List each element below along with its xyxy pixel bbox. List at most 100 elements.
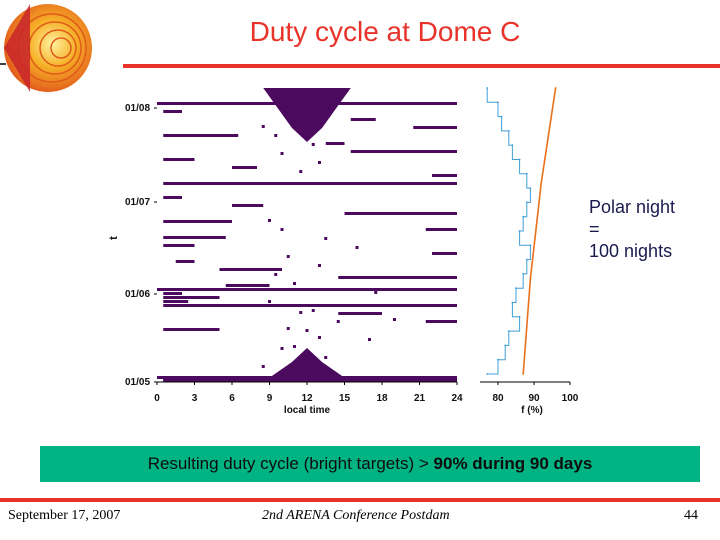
gap-point bbox=[280, 152, 284, 155]
series-point bbox=[518, 315, 521, 318]
gap-bar bbox=[163, 182, 457, 185]
gap-bar bbox=[163, 328, 220, 331]
gap-bar bbox=[232, 204, 264, 207]
gap-point bbox=[355, 246, 359, 249]
x-tick-label: 21 bbox=[414, 393, 426, 404]
gap-point bbox=[355, 378, 359, 381]
gap-bar bbox=[163, 300, 189, 303]
gap-point bbox=[311, 143, 315, 146]
series-point bbox=[497, 358, 499, 361]
series-point bbox=[518, 158, 521, 161]
series-point bbox=[518, 230, 521, 232]
series-line-model bbox=[522, 87, 557, 375]
gap-bar bbox=[163, 379, 457, 382]
gap-point bbox=[261, 125, 265, 128]
gap-bar bbox=[325, 142, 345, 145]
y-axis-label: t bbox=[108, 236, 120, 240]
note-line: Polar night bbox=[589, 197, 676, 217]
gap-bar bbox=[232, 166, 257, 169]
gap-point bbox=[293, 282, 296, 285]
gap-point bbox=[305, 329, 309, 332]
gap-point bbox=[318, 336, 321, 339]
gap-point bbox=[268, 300, 271, 303]
gap-bar bbox=[425, 320, 457, 323]
series-point bbox=[500, 115, 503, 118]
series-point bbox=[507, 130, 510, 132]
series-point bbox=[522, 373, 525, 375]
gap-point bbox=[280, 228, 284, 231]
line-x-tick-label: 90 bbox=[528, 393, 540, 404]
gap-point bbox=[324, 237, 328, 240]
x-axis-label: local time bbox=[284, 405, 331, 416]
fraction-line-plot: 80 90 100 f (%) bbox=[480, 87, 579, 416]
y-tick-label: 01/07 bbox=[125, 197, 150, 208]
gap-bar bbox=[163, 244, 195, 247]
gap-point bbox=[318, 264, 321, 267]
gap-bar bbox=[157, 288, 457, 291]
footer-rule bbox=[0, 498, 720, 502]
gap-bar bbox=[225, 284, 270, 287]
series-point bbox=[511, 301, 514, 304]
series-point bbox=[522, 215, 525, 218]
heatmap-axes: 0 3 6 9 12 15 18 21 24 local time 01/08 01/07 01/06 0… bbox=[108, 103, 463, 416]
gap-point bbox=[318, 161, 321, 164]
x-tick-label: 3 bbox=[192, 393, 198, 404]
line-x-axis-label: f (%) bbox=[521, 405, 543, 416]
gap-point bbox=[268, 219, 271, 222]
result-banner: Resulting duty cycle (bright targets) > … bbox=[40, 446, 700, 482]
gap-bar bbox=[175, 260, 195, 263]
gap-point bbox=[374, 378, 378, 381]
y-tick-label: 01/06 bbox=[125, 289, 150, 300]
globe-cutaway-icon bbox=[0, 4, 92, 92]
gap-point bbox=[286, 327, 290, 330]
series-point bbox=[529, 244, 532, 247]
heatmap-marks bbox=[157, 88, 457, 382]
gap-bar bbox=[432, 174, 457, 177]
gap-bar bbox=[338, 276, 457, 279]
x-tick-label: 9 bbox=[267, 393, 273, 404]
daylight-region bbox=[263, 347, 351, 382]
title-rule bbox=[123, 64, 720, 68]
x-tick-label: 12 bbox=[301, 393, 313, 404]
gap-bar bbox=[163, 158, 195, 161]
gap-bar bbox=[163, 134, 239, 137]
x-tick-label: 15 bbox=[339, 393, 351, 404]
y-tick-label: 01/05 bbox=[125, 377, 150, 388]
gap-bar bbox=[163, 196, 182, 199]
series-point bbox=[515, 287, 517, 290]
x-tick-label: 24 bbox=[451, 393, 463, 404]
banner-bold: 90% during 90 days bbox=[433, 454, 593, 473]
series-point bbox=[522, 273, 525, 275]
gap-point bbox=[324, 356, 328, 359]
series-point bbox=[504, 344, 507, 347]
line-x-tick-label: 100 bbox=[562, 393, 579, 404]
gap-bar bbox=[413, 126, 457, 129]
gap-bar bbox=[425, 228, 457, 231]
gap-bar bbox=[163, 220, 232, 223]
footer-date: September 17, 2007 bbox=[8, 508, 121, 523]
gap-point bbox=[374, 291, 378, 294]
gap-point bbox=[261, 365, 265, 368]
duty-cycle-chart: 0 3 6 9 12 15 18 21 24 local time 01/08 01/07 01/06 0… bbox=[108, 87, 579, 416]
gap-point bbox=[399, 378, 403, 381]
y-tick-label: 01/08 bbox=[125, 103, 150, 114]
gap-bar bbox=[219, 268, 282, 271]
gap-bar bbox=[350, 118, 376, 121]
gap-bar bbox=[163, 110, 182, 113]
series-point bbox=[497, 101, 499, 104]
gap-point bbox=[268, 378, 271, 381]
gap-point bbox=[336, 320, 340, 323]
series-point bbox=[540, 182, 543, 185]
slide-title: Duty cycle at Dome C bbox=[249, 16, 521, 47]
series-point bbox=[486, 373, 489, 375]
gap-bar bbox=[163, 236, 226, 239]
daylight-region bbox=[263, 88, 351, 143]
gap-bar bbox=[163, 292, 182, 295]
gap-point bbox=[299, 170, 303, 173]
line-x-tick-label: 80 bbox=[492, 393, 504, 404]
x-tick-label: 18 bbox=[376, 393, 388, 404]
footer-conference: 2nd ARENA Conference Postdam bbox=[262, 508, 450, 523]
gap-point bbox=[393, 318, 396, 321]
gap-bar bbox=[350, 150, 457, 153]
gap-point bbox=[368, 338, 371, 341]
